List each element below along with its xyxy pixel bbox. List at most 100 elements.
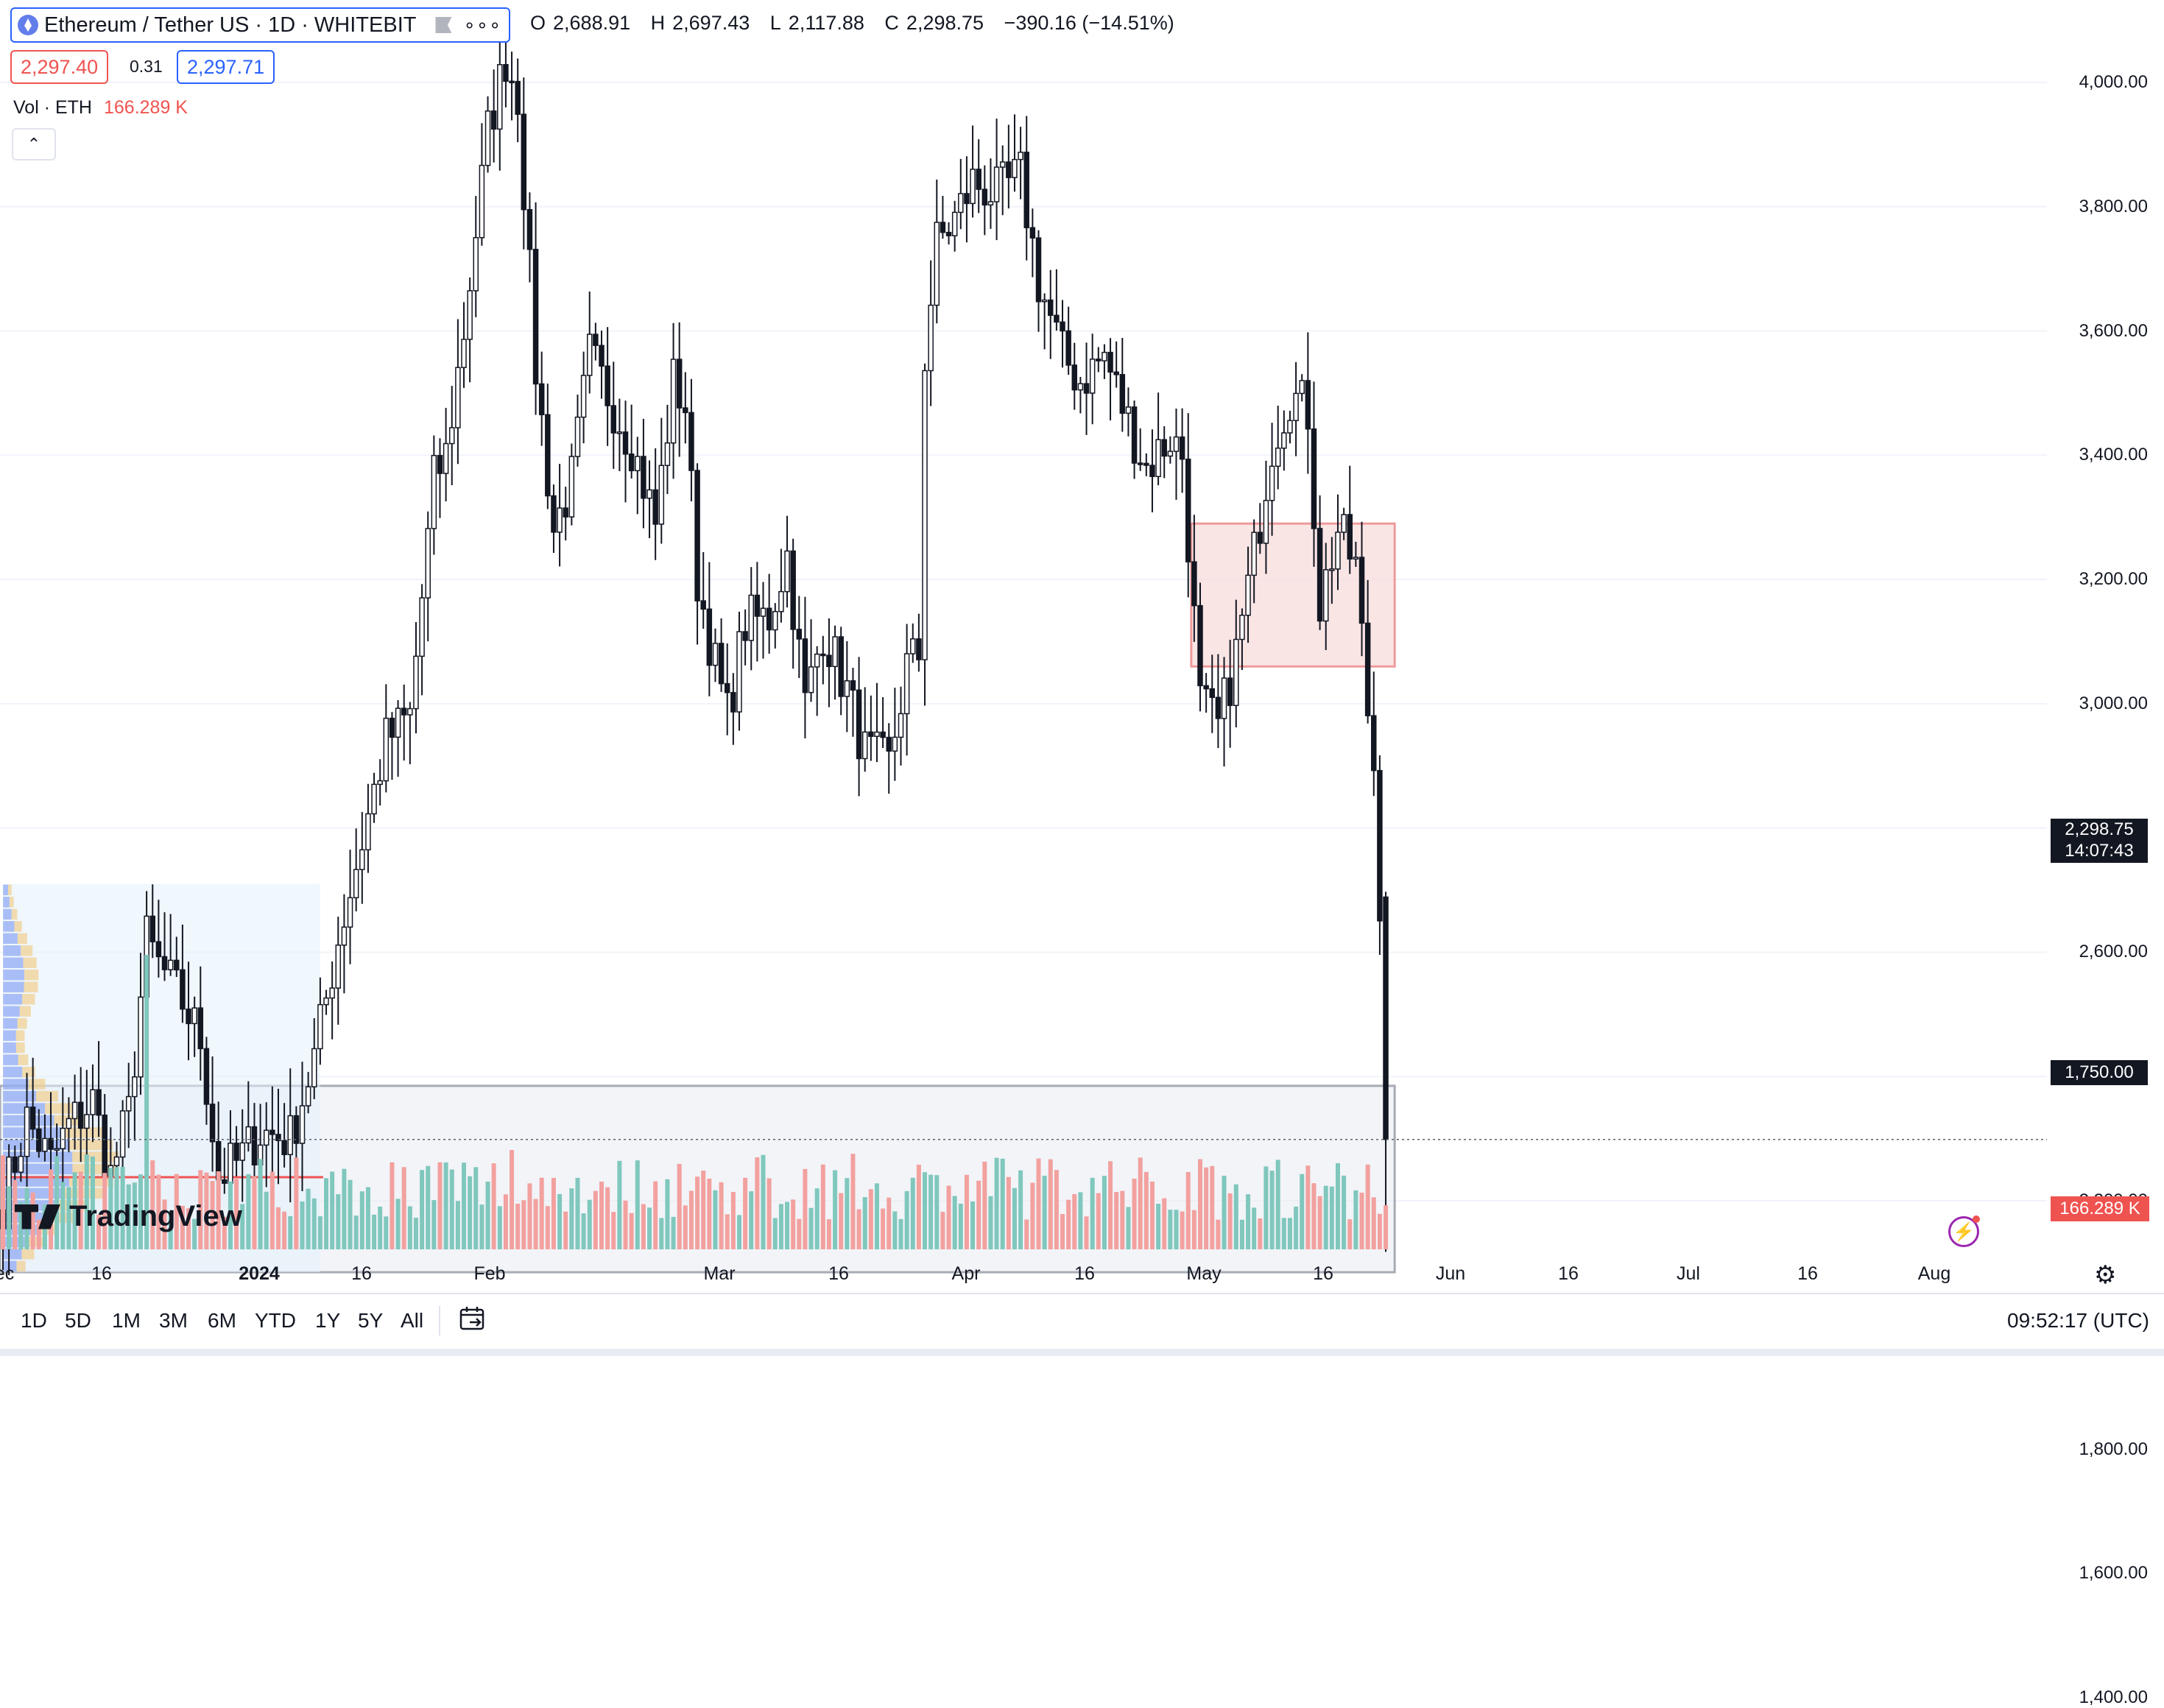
candle-up[interactable]	[1329, 568, 1335, 571]
candle-down[interactable]	[36, 1128, 42, 1152]
candle-up[interactable]	[670, 359, 677, 444]
candle-up[interactable]	[113, 1156, 120, 1167]
candle-down[interactable]	[868, 731, 874, 737]
candle-up[interactable]	[60, 1127, 66, 1150]
range-1d[interactable]: 1D	[21, 1309, 47, 1332]
candle-up[interactable]	[305, 1086, 311, 1107]
candle-down[interactable]	[838, 636, 844, 697]
candle-down[interactable]	[916, 638, 922, 660]
candle-up[interactable]	[580, 375, 587, 418]
candle-down[interactable]	[197, 1007, 204, 1050]
candle-down[interactable]	[1305, 380, 1311, 430]
candle-down[interactable]	[155, 941, 162, 958]
candle-up[interactable]	[263, 1129, 269, 1146]
candle-up[interactable]	[407, 707, 413, 716]
candle-down[interactable]	[532, 248, 539, 385]
candle-up[interactable]	[467, 290, 473, 340]
range-5y[interactable]: 5Y	[358, 1309, 384, 1332]
candle-up[interactable]	[90, 1089, 96, 1115]
candle-up[interactable]	[760, 607, 766, 617]
candle-up[interactable]	[586, 334, 593, 376]
range-ytd[interactable]: YTD	[255, 1309, 296, 1332]
candle-up[interactable]	[311, 1048, 317, 1087]
candle-down[interactable]	[1185, 458, 1191, 562]
candle-down[interactable]	[981, 188, 988, 206]
range-all[interactable]: All	[401, 1309, 424, 1332]
candle-up[interactable]	[1322, 569, 1329, 622]
candle-up[interactable]	[635, 456, 641, 472]
candle-down[interactable]	[509, 80, 515, 84]
candle-up[interactable]	[228, 1143, 233, 1184]
candle-up[interactable]	[1041, 299, 1048, 303]
candle-up[interactable]	[658, 465, 665, 525]
candle-up[interactable]	[646, 489, 652, 499]
candle-up[interactable]	[347, 897, 353, 928]
candle-down[interactable]	[12, 1156, 18, 1173]
candle-up[interactable]	[66, 1118, 72, 1129]
candle-down[interactable]	[293, 1115, 300, 1144]
candle-up[interactable]	[479, 164, 485, 239]
candle-down[interactable]	[593, 334, 599, 346]
candle-up[interactable]	[987, 201, 994, 206]
candle-up[interactable]	[1233, 638, 1239, 706]
candle-up[interactable]	[473, 237, 479, 292]
candle-up[interactable]	[287, 1115, 293, 1156]
candle-up[interactable]	[844, 680, 850, 697]
candle-down[interactable]	[233, 1143, 239, 1161]
candle-down[interactable]	[490, 110, 497, 130]
candle-up[interactable]	[239, 1142, 245, 1161]
candle-down[interactable]	[730, 691, 736, 713]
candle-down[interactable]	[796, 629, 803, 640]
candle-up[interactable]	[371, 783, 377, 815]
candle-down[interactable]	[515, 80, 521, 115]
candle-up[interactable]	[1251, 532, 1257, 576]
price-chart[interactable]	[0, 0, 2164, 1356]
candle-down[interactable]	[1358, 557, 1365, 624]
candle-down[interactable]	[1311, 428, 1317, 529]
candle-down[interactable]	[180, 969, 186, 1010]
flag-icon[interactable]	[435, 17, 452, 33]
candle-up[interactable]	[1173, 436, 1180, 452]
candle-down[interactable]	[1065, 330, 1071, 366]
candle-up[interactable]	[958, 193, 964, 214]
candle-down[interactable]	[628, 454, 635, 472]
candle-down[interactable]	[551, 495, 557, 533]
candle-down[interactable]	[1377, 769, 1383, 922]
range-3m[interactable]: 3M	[159, 1309, 188, 1332]
candle-down[interactable]	[1257, 532, 1263, 544]
candle-up[interactable]	[1287, 420, 1293, 434]
symbol-legend[interactable]: Ethereum / Tether US · 1D · WHITEBIT ∘∘∘	[10, 7, 511, 43]
volume-legend[interactable]: Vol · ETH 166.289 K	[13, 97, 188, 119]
candle-up[interactable]	[1018, 152, 1023, 160]
candle-up[interactable]	[138, 996, 144, 1078]
candle-down[interactable]	[1131, 406, 1138, 464]
candle-down[interactable]	[1054, 314, 1060, 323]
candle-up[interactable]	[1102, 351, 1107, 361]
candle-down[interactable]	[820, 653, 826, 657]
candle-down[interactable]	[1209, 688, 1216, 699]
candle-down[interactable]	[766, 607, 772, 631]
candle-up[interactable]	[191, 1007, 197, 1025]
candle-down[interactable]	[174, 959, 180, 971]
candle-up[interactable]	[832, 636, 838, 668]
candle-down[interactable]	[209, 1104, 216, 1143]
candle-up[interactable]	[778, 590, 784, 613]
candle-up[interactable]	[748, 594, 754, 641]
candle-down[interactable]	[790, 550, 796, 630]
candle-up[interactable]	[132, 1076, 138, 1098]
candle-up[interactable]	[910, 638, 916, 654]
candle-down[interactable]	[1107, 351, 1113, 373]
candle-up[interactable]	[1293, 392, 1299, 421]
candle-down[interactable]	[269, 1129, 275, 1135]
candle-up[interactable]	[1089, 359, 1096, 394]
candle-up[interactable]	[1275, 447, 1281, 467]
candle-up[interactable]	[431, 454, 437, 529]
candle-up[interactable]	[736, 631, 742, 713]
candle-up[interactable]	[413, 655, 419, 710]
candle-up[interactable]	[993, 166, 1000, 202]
candle-down[interactable]	[676, 359, 683, 409]
candle-down[interactable]	[389, 717, 395, 738]
candle-up[interactable]	[999, 161, 1006, 168]
candle-down[interactable]	[706, 608, 713, 666]
candle-down[interactable]	[688, 412, 694, 471]
